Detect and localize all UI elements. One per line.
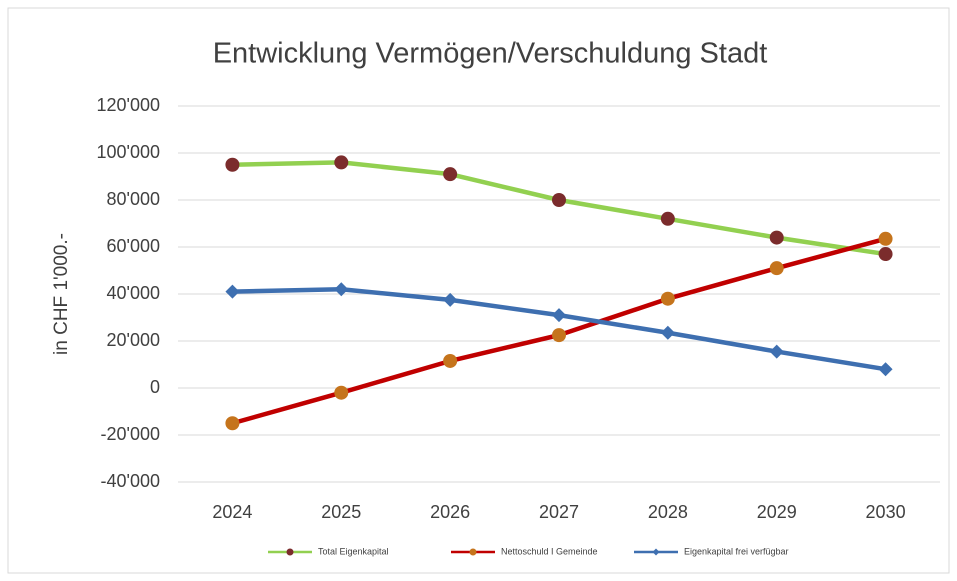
marker: [443, 292, 458, 307]
marker: [660, 291, 675, 306]
x-tick-label: 2027: [539, 502, 579, 522]
marker: [769, 230, 784, 245]
marker: [225, 416, 240, 431]
chart-frame: [7, 7, 950, 574]
y-tick-label: 40'000: [107, 283, 161, 303]
y-tick-label: -20'000: [101, 424, 160, 444]
y-tick-label: 60'000: [107, 236, 161, 256]
x-tick-label: 2025: [321, 502, 361, 522]
marker: [552, 328, 566, 343]
marker: [443, 353, 458, 368]
chart-title: Entwicklung Vermögen/Verschuldung Stadt: [213, 38, 768, 70]
marker: [660, 211, 675, 226]
legend-label: Total Eigenkapital: [318, 546, 389, 556]
x-tick-label: 2028: [648, 502, 688, 522]
marker: [469, 548, 477, 556]
marker: [552, 193, 566, 207]
marker: [552, 308, 566, 323]
marker: [225, 157, 240, 172]
marker: [660, 325, 675, 340]
marker: [286, 548, 294, 556]
y-tick-label: 120'000: [96, 95, 160, 115]
x-tick-label: 2030: [866, 502, 906, 522]
marker: [878, 362, 893, 377]
x-tick-label: 2024: [212, 502, 252, 522]
marker: [334, 155, 349, 170]
y-tick-label: -40'000: [101, 471, 160, 491]
y-axis-label: in CHF 1'000.-: [51, 233, 72, 355]
marker: [443, 167, 458, 182]
marker: [334, 282, 349, 297]
marker: [334, 385, 349, 400]
marker: [225, 284, 240, 299]
legend-label: Eigenkapital frei verfügbar: [684, 546, 789, 556]
marker: [878, 247, 893, 262]
marker: [769, 261, 784, 276]
legend-label: Nettoschuld I Gemeinde: [501, 546, 598, 556]
x-tick-label: 2029: [757, 502, 797, 522]
marker: [769, 344, 784, 359]
marker: [652, 548, 660, 556]
marker: [878, 231, 893, 246]
y-tick-label: 0: [150, 377, 160, 397]
y-tick-label: 80'000: [107, 189, 161, 209]
x-tick-label: 2026: [430, 502, 470, 522]
y-tick-label: 100'000: [96, 142, 160, 162]
y-tick-label: 20'000: [107, 330, 161, 350]
